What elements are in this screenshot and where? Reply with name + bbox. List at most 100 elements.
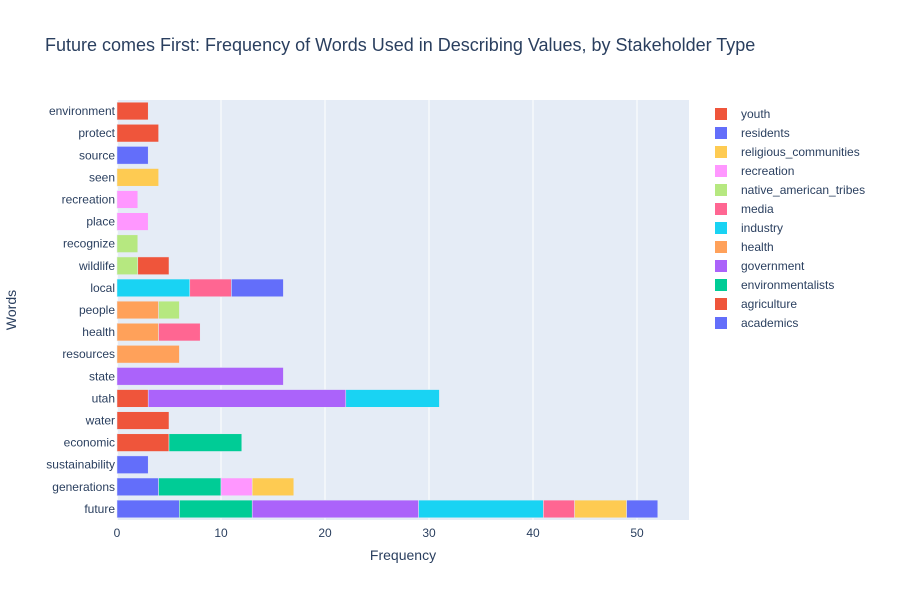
bar-government-utah[interactable] [147, 389, 347, 408]
y-tick-label: health [82, 325, 115, 339]
bar-academics-future[interactable] [116, 499, 180, 519]
bar-health-resources[interactable] [116, 345, 180, 364]
bar-academics-generations[interactable] [116, 477, 159, 496]
y-tick-label: protect [78, 126, 115, 140]
y-tick-label: seen [89, 170, 115, 184]
legend-label: agriculture [741, 297, 797, 311]
bar-youth-wildlife[interactable] [137, 256, 170, 275]
legend-label: environmentalists [741, 278, 834, 292]
legend-label: residents [741, 126, 790, 140]
legend-label: media [741, 202, 774, 216]
legend-swatch [715, 184, 727, 196]
y-tick-label: people [79, 303, 115, 317]
bar-recreation-generations[interactable] [220, 477, 253, 496]
bar-health-health[interactable] [116, 323, 159, 342]
y-tick-label: generations [52, 480, 115, 494]
bar-residents-local[interactable] [231, 278, 284, 297]
bar-native_american_tribes-wildlife[interactable] [116, 256, 139, 275]
legend-label: academics [741, 316, 798, 330]
bar-residents-future[interactable] [626, 499, 659, 519]
legend-item-media[interactable]: media [715, 202, 774, 216]
bar-government-state[interactable] [116, 367, 284, 386]
bar-recreation-place[interactable] [116, 212, 149, 231]
legend-label: religious_communities [741, 145, 860, 159]
bar-media-local[interactable] [189, 278, 232, 297]
y-tick-label: water [85, 414, 115, 428]
legend-swatch [715, 279, 727, 291]
bar-environmentalists-generations[interactable] [158, 477, 222, 496]
bar-agriculture-economic[interactable] [116, 433, 170, 452]
legend-swatch [715, 222, 727, 234]
y-tick-labels: future generations sustainability economic w… [46, 104, 115, 516]
bar-health-people[interactable] [116, 300, 159, 320]
y-tick-label: recognize [63, 237, 115, 251]
bar-youth-protect[interactable] [116, 124, 159, 143]
x-tick-label: 40 [526, 526, 540, 540]
bar-native_american_tribes-recognize[interactable] [116, 234, 139, 253]
bar-native_american_tribes-people[interactable] [158, 300, 180, 320]
y-tick-label: environment [49, 104, 116, 118]
bar-industry-utah[interactable] [345, 389, 440, 408]
legend-label: government [741, 259, 805, 273]
legend-swatch [715, 165, 727, 177]
legend-item-academics[interactable]: academics [715, 316, 798, 330]
legend-item-agriculture[interactable]: agriculture [715, 297, 797, 311]
legend-swatch [715, 108, 727, 120]
legend-item-government[interactable]: government [715, 259, 805, 273]
bar-environmentalists-economic[interactable] [168, 433, 243, 452]
legend-label: recreation [741, 164, 794, 178]
legend-item-environmentalists[interactable]: environmentalists [715, 278, 834, 292]
bar-academics-sustainability[interactable] [116, 455, 149, 474]
x-tick-label: 10 [214, 526, 228, 540]
legend-label: health [741, 240, 774, 254]
y-tick-label: wildlife [78, 259, 115, 273]
legend-item-native_american_tribes[interactable]: native_american_tribes [715, 183, 865, 197]
bar-environmentalists-future[interactable] [179, 499, 253, 519]
x-tick-label: 20 [318, 526, 332, 540]
x-tick-label: 30 [422, 526, 436, 540]
y-tick-label: state [89, 369, 115, 383]
legend-item-industry[interactable]: industry [715, 221, 783, 235]
legend-swatch [715, 127, 727, 139]
legend-swatch [715, 203, 727, 215]
bar-youth-environment[interactable] [116, 101, 149, 121]
bar-media-health[interactable] [158, 323, 201, 342]
y-tick-label: economic [64, 436, 115, 450]
bar-religious_communities-seen[interactable] [116, 168, 159, 187]
bar-industry-future[interactable] [418, 499, 544, 519]
bars [116, 101, 659, 519]
x-tick-label: 50 [630, 526, 644, 540]
x-axis-title: Frequency [370, 547, 436, 563]
bar-agriculture-water[interactable] [116, 411, 170, 430]
y-tick-label: sustainability [46, 458, 115, 472]
y-tick-label: place [86, 215, 115, 229]
legend-swatch [715, 298, 727, 310]
y-tick-label: source [79, 148, 115, 162]
legend-label: native_american_tribes [741, 183, 865, 197]
bar-religious_communities-generations[interactable] [251, 477, 295, 496]
legend-item-health[interactable]: health [715, 240, 774, 254]
y-axis-title: Words [3, 290, 19, 330]
bar-recreation-recreation[interactable] [116, 190, 139, 209]
bar-government-future[interactable] [251, 499, 419, 519]
y-tick-label: local [90, 281, 115, 295]
bar-agriculture-utah[interactable] [116, 389, 149, 408]
legend-item-residents[interactable]: residents [715, 126, 790, 140]
bar-media-future[interactable] [543, 499, 575, 519]
legend-item-recreation[interactable]: recreation [715, 164, 794, 178]
legend-item-religious_communities[interactable]: religious_communities [715, 145, 860, 159]
bar-industry-local[interactable] [116, 278, 191, 297]
y-tick-label: future [84, 502, 115, 516]
x-tick-labels: 0 10 20 30 40 50 [114, 526, 644, 540]
bar-residents-source[interactable] [116, 146, 149, 165]
legend-item-youth[interactable]: youth [715, 107, 770, 121]
legend-swatch [715, 317, 727, 329]
legend-swatch [715, 146, 727, 158]
legend-swatch [715, 241, 727, 253]
chart-title: Future comes First: Frequency of Words U… [45, 35, 755, 55]
legend-swatch [715, 260, 727, 272]
bar-religious_communities-future[interactable] [574, 499, 627, 519]
legend[interactable]: youth residents religious_communitiesrecre… [715, 107, 865, 330]
